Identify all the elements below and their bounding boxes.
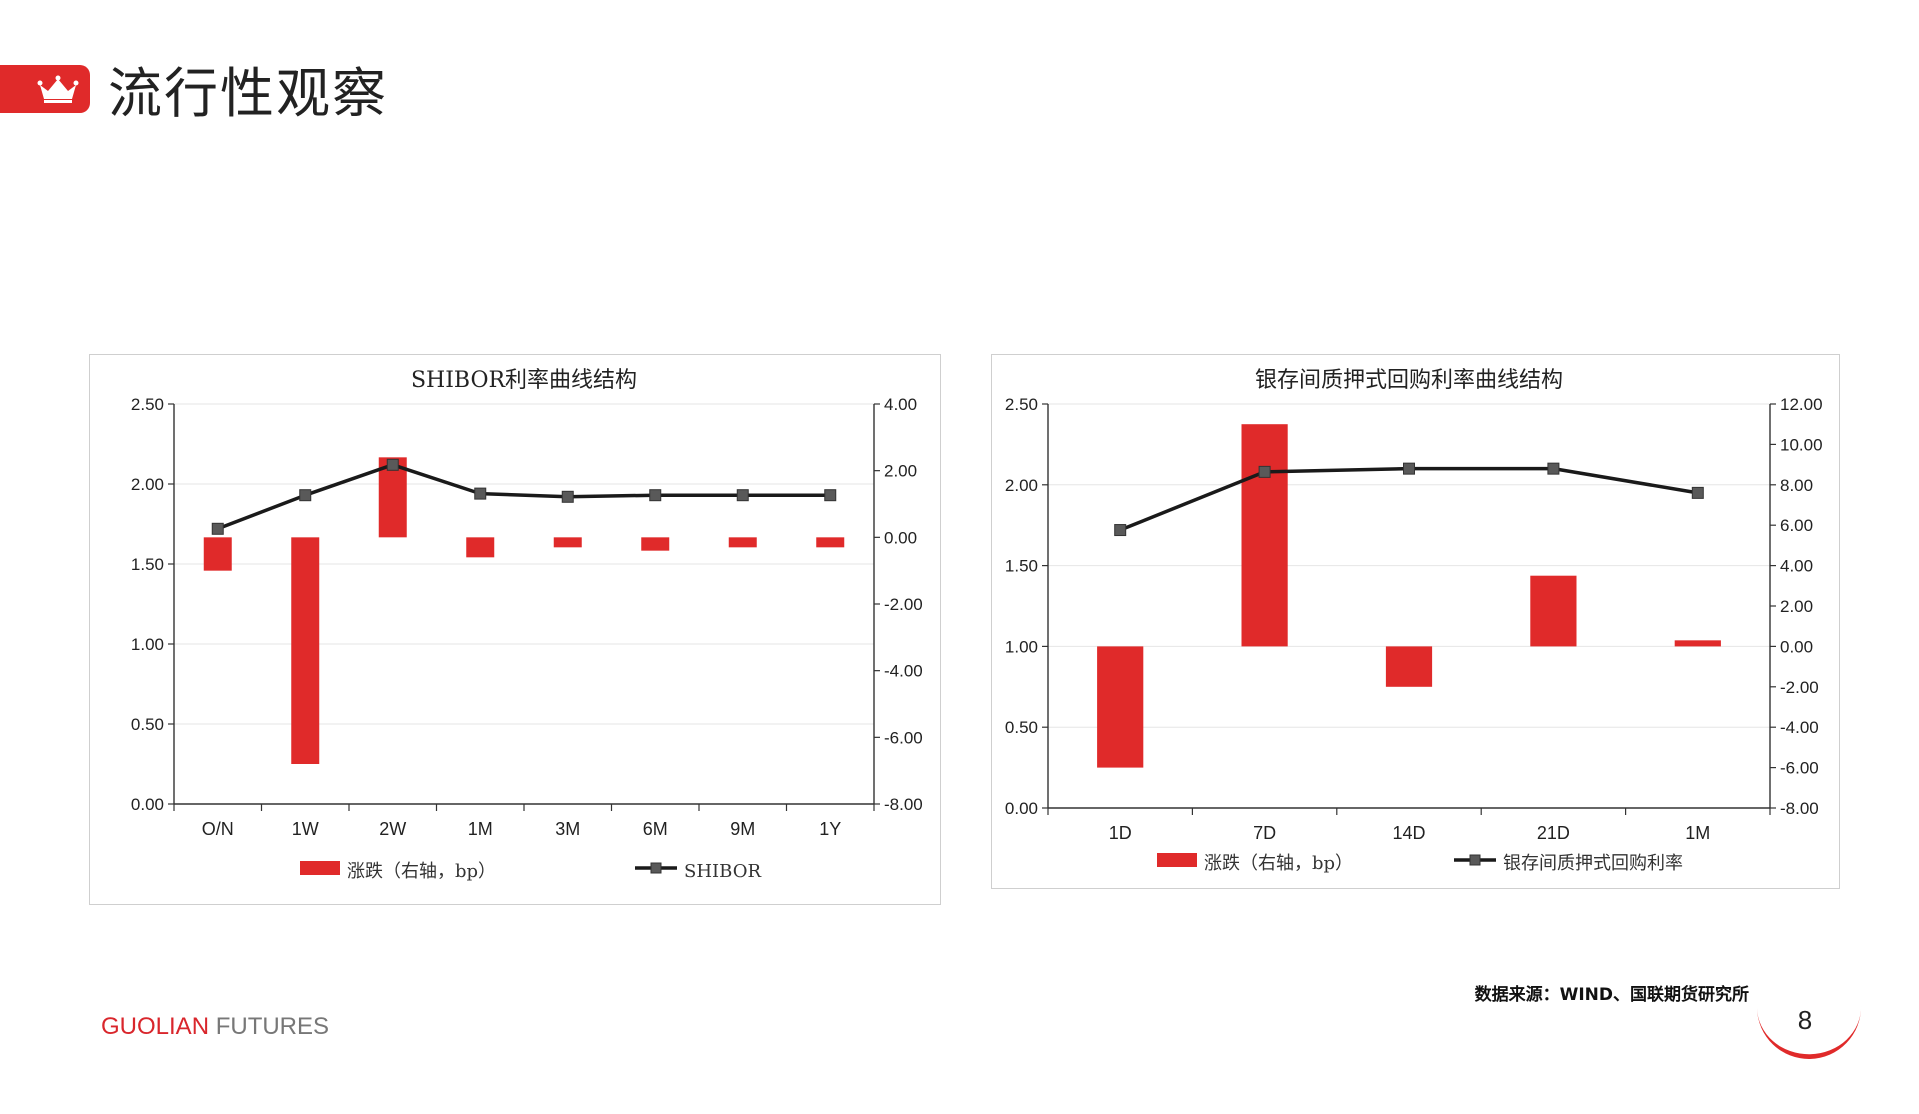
- chart-title: 银存间质押式回购利率曲线结构: [1255, 368, 1563, 393]
- x-axis-tick-label: 6M: [643, 819, 668, 839]
- legend-line-label: SHIBOR: [684, 861, 761, 882]
- line-point: [824, 489, 837, 502]
- series-line: [1119, 466, 1699, 532]
- page-number: 8: [1797, 1005, 1813, 1035]
- line-point: [474, 487, 487, 500]
- legend-bar-swatch: [300, 861, 340, 875]
- bar: [291, 537, 320, 764]
- right-axis-tick-label: -6.00: [884, 728, 923, 747]
- x-axis-tick-label: 1D: [1109, 823, 1132, 843]
- legend-line-marker: [650, 862, 662, 874]
- x-axis-tick-label: 9M: [730, 819, 755, 839]
- right-axis-tick-label: -2.00: [1780, 678, 1819, 697]
- right-axis-tick-label: -4.00: [1780, 718, 1819, 737]
- right-axis-tick-label: -4.00: [884, 662, 923, 681]
- right-axis-tick-label: 0.00: [884, 528, 917, 547]
- bar: [1241, 424, 1288, 647]
- x-axis-tick-label: 1Y: [819, 819, 841, 839]
- line-point: [561, 490, 574, 503]
- x-axis-tick-label: 3M: [555, 819, 580, 839]
- line-point: [1258, 465, 1271, 478]
- x-axis-tick-label: 1M: [1685, 823, 1710, 843]
- x-axis-tick-label: 14D: [1392, 823, 1425, 843]
- left-axis-tick-label: 0.00: [1005, 799, 1038, 818]
- left-axis-tick-label: 2.50: [1005, 395, 1038, 414]
- legend-bar-label: 涨跌（右轴，bp）: [347, 861, 496, 882]
- right-axis-tick-label: -8.00: [884, 795, 923, 814]
- bar: [1097, 646, 1144, 768]
- left-axis-tick-label: 1.50: [131, 555, 164, 574]
- line-point: [299, 489, 312, 502]
- right-axis-tick-label: 2.00: [1780, 597, 1813, 616]
- right-axis-tick-label: 10.00: [1780, 435, 1823, 454]
- title-badge: [0, 65, 90, 113]
- left-axis-tick-label: 2.00: [131, 475, 164, 494]
- crown-icon: [37, 75, 79, 103]
- x-axis-tick-label: 2W: [379, 819, 406, 839]
- right-axis-tick-label: 6.00: [1780, 516, 1813, 535]
- brand-logo-part2: FUTURES: [209, 1013, 330, 1040]
- line-point: [211, 522, 224, 535]
- bar: [553, 537, 582, 548]
- right-axis-tick-label: -2.00: [884, 595, 923, 614]
- bar: [816, 537, 845, 548]
- source-note: 数据来源：WIND、国联期货研究所: [1474, 985, 1749, 1005]
- bar: [1530, 575, 1577, 647]
- x-axis-tick-label: 1M: [468, 819, 493, 839]
- right-axis-tick-label: 2.00: [884, 462, 917, 481]
- line-point: [1691, 486, 1704, 499]
- chart-title: SHIBOR利率曲线结构: [411, 368, 637, 393]
- legend-line-marker: [1469, 854, 1481, 866]
- left-axis-tick-label: 0.50: [131, 715, 164, 734]
- left-axis-tick-label: 0.00: [131, 795, 164, 814]
- left-axis-tick-label: 1.00: [131, 635, 164, 654]
- left-axis-tick-label: 1.50: [1005, 557, 1038, 576]
- repo-chart: 银存间质押式回购利率曲线结构 0.00 0.50 1.00 1.50 2.00 2.50 -8…: [1005, 368, 1823, 874]
- bar: [203, 537, 232, 571]
- right-axis-tick-label: 4.00: [1780, 557, 1813, 576]
- right-axis-tick-label: 8.00: [1780, 476, 1813, 495]
- left-axis-tick-label: 0.50: [1005, 718, 1038, 737]
- series-line: [217, 463, 831, 531]
- line-point: [1547, 462, 1560, 475]
- bar: [466, 537, 495, 558]
- shibor-chart-panel: SHIBOR利率曲线结构 0.00 0.50 1.00 1.50 2.00 2.50 -8.0…: [89, 354, 941, 905]
- x-axis-tick-label: 1W: [292, 819, 319, 839]
- right-axis-tick-label: 4.00: [884, 395, 917, 414]
- legend-bar-label: 涨跌（右轴，bp）: [1204, 853, 1353, 874]
- legend-bar-swatch: [1157, 853, 1197, 867]
- bar: [1385, 646, 1433, 687]
- x-axis-tick-label: 7D: [1253, 823, 1276, 843]
- x-axis-tick-label: 21D: [1537, 823, 1570, 843]
- page-title: 流行性观察: [108, 62, 388, 125]
- brand-logo-part1: GUOLIAN: [101, 1013, 210, 1040]
- line-point: [1403, 462, 1415, 475]
- right-axis-tick-label: -8.00: [1780, 799, 1819, 818]
- left-axis-tick-label: 1.00: [1005, 637, 1038, 656]
- repo-chart-panel: 银存间质押式回购利率曲线结构 0.00 0.50 1.00 1.50 2.00 2.50 -8…: [991, 354, 1840, 889]
- line-point: [1114, 524, 1127, 537]
- left-axis-tick-label: 2.50: [131, 395, 164, 414]
- shibor-chart: SHIBOR利率曲线结构 0.00 0.50 1.00 1.50 2.00 2.50 -8.0…: [131, 368, 923, 882]
- bar: [728, 537, 757, 548]
- left-axis-tick-label: 2.00: [1005, 476, 1038, 495]
- bar: [641, 537, 670, 551]
- bar: [1674, 640, 1721, 647]
- line-point: [649, 489, 662, 502]
- x-axis-tick-label: O/N: [202, 819, 234, 839]
- right-axis-tick-label: 12.00: [1780, 395, 1823, 414]
- brand-logo: GUOLIAN FUTURES: [101, 1013, 329, 1041]
- right-axis-tick-label: 0.00: [1780, 637, 1813, 656]
- legend-line-label: 银存间质押式回购利率: [1503, 853, 1683, 874]
- right-axis-tick-label: -6.00: [1780, 759, 1819, 778]
- line-point: [736, 489, 749, 502]
- line-point: [386, 458, 399, 471]
